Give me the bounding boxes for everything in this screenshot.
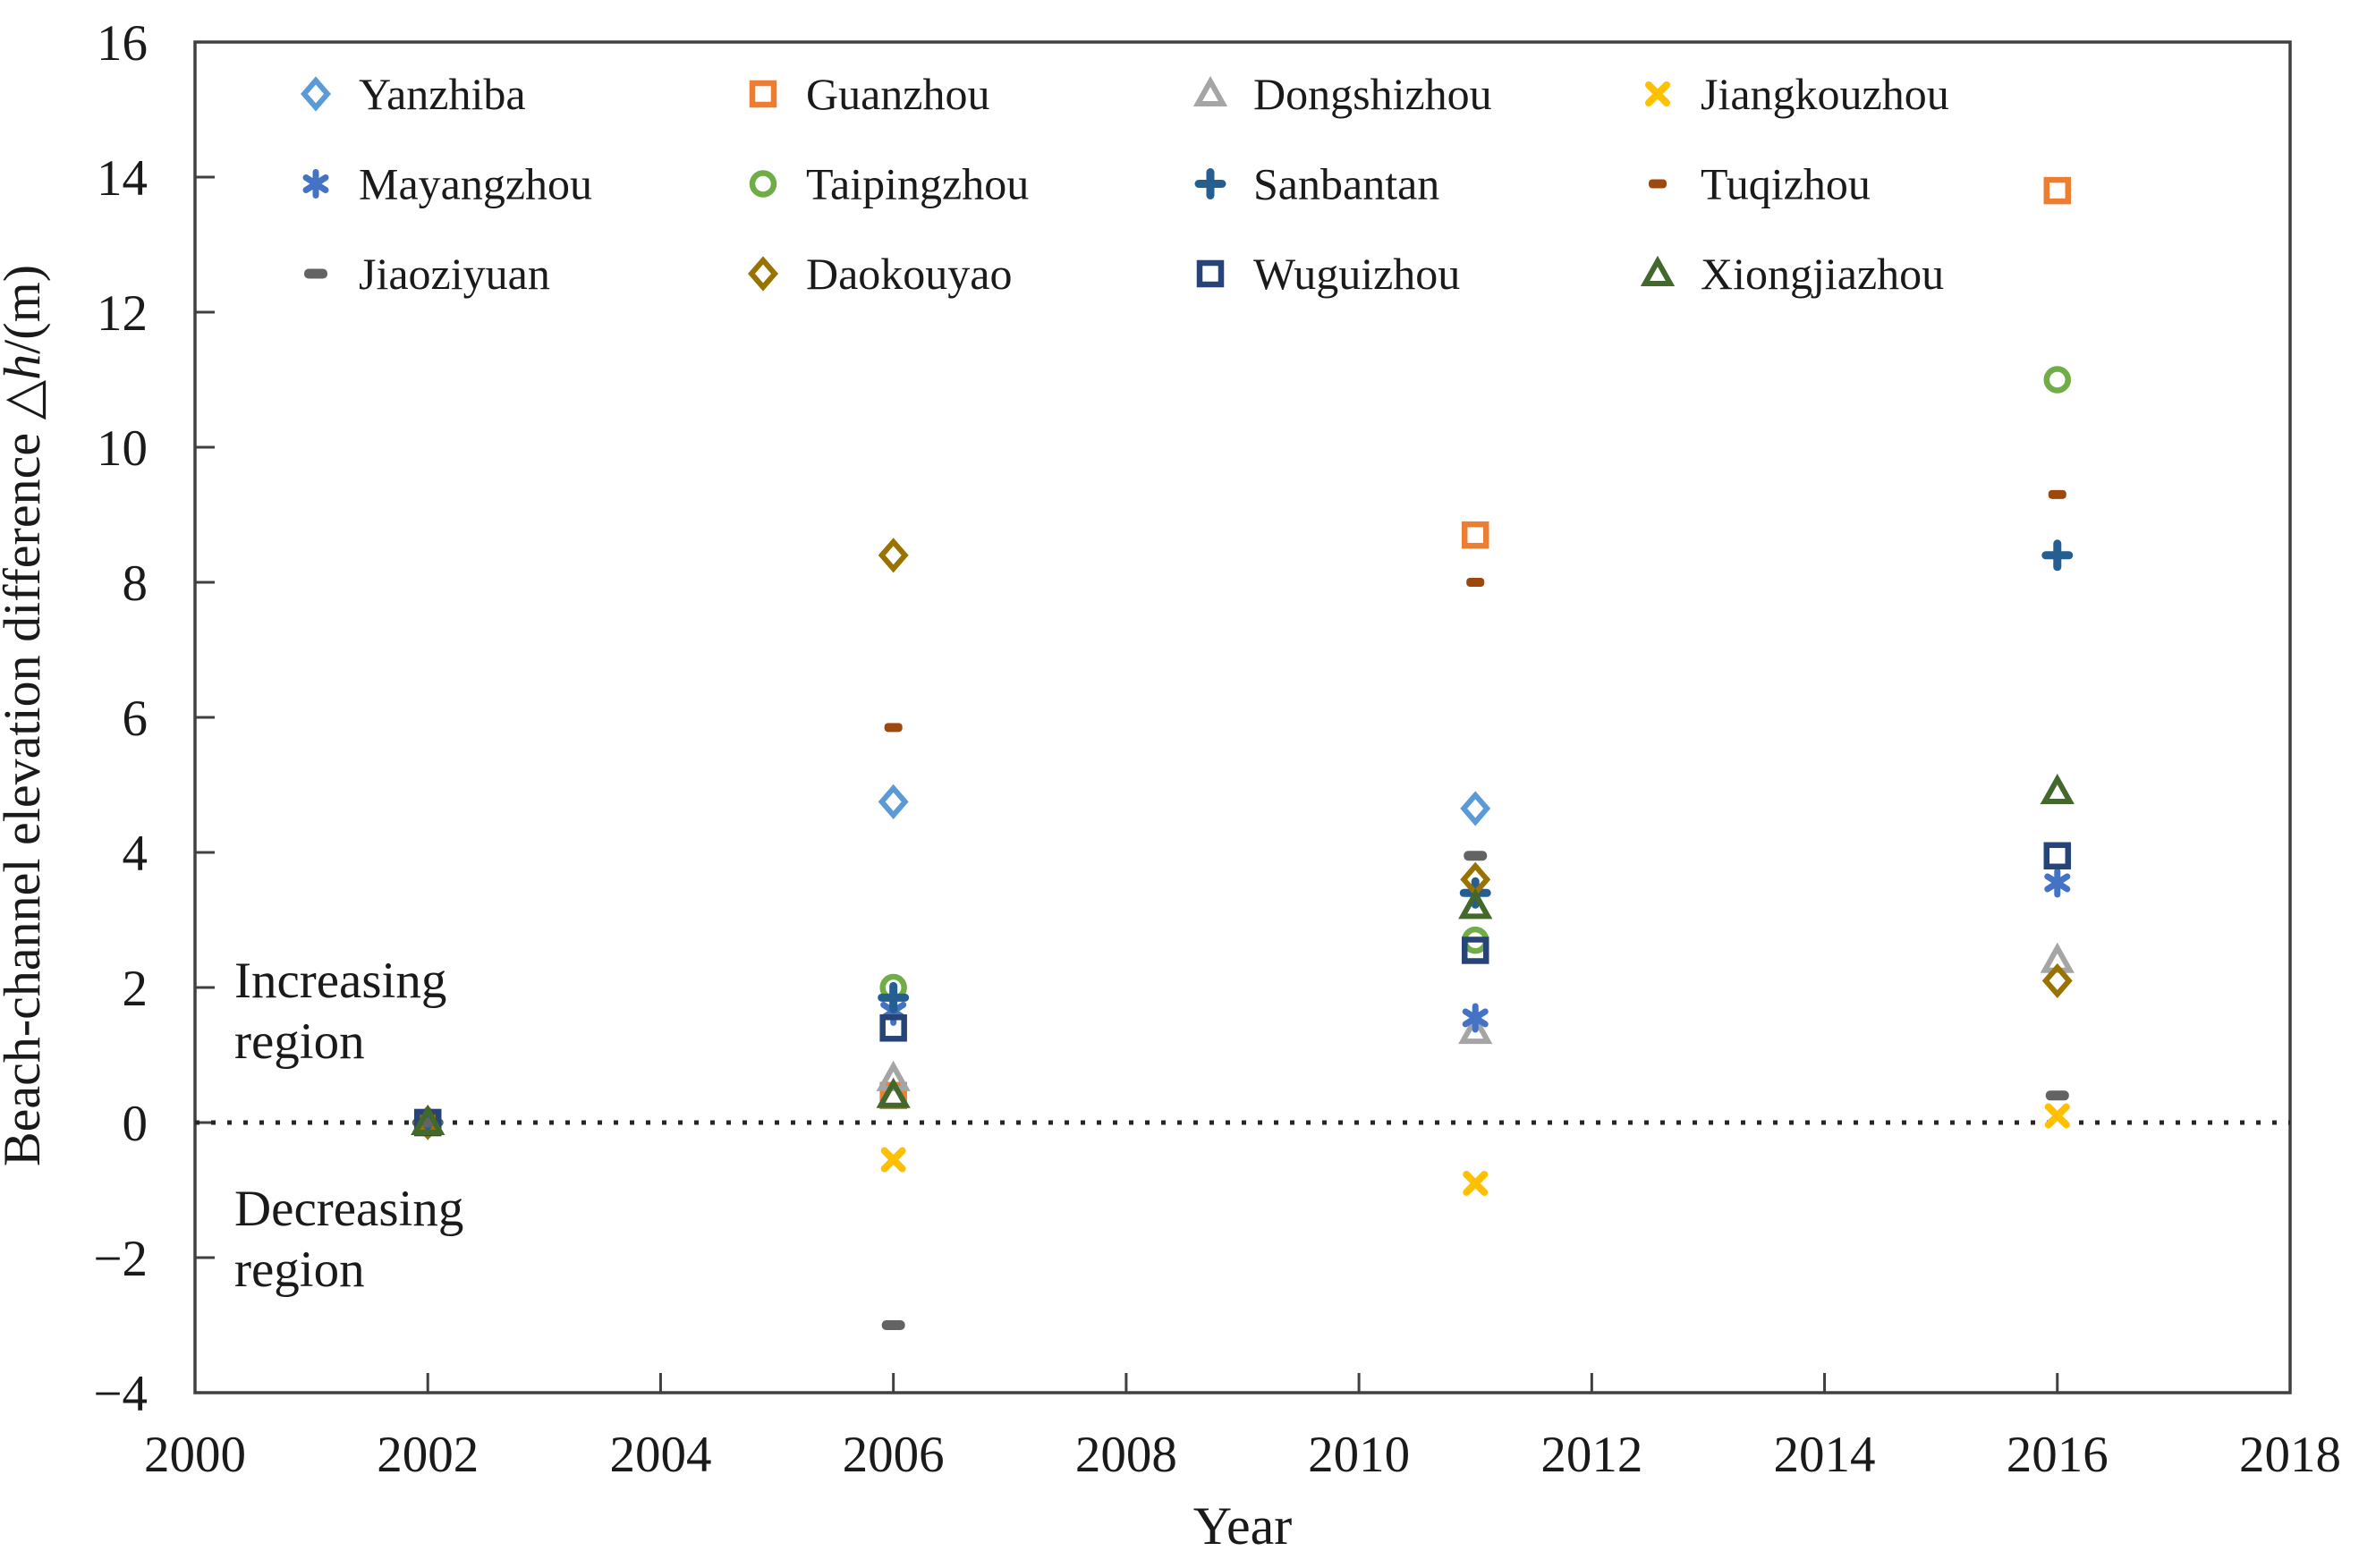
x-tick-label: 2018 (2239, 1427, 2341, 1483)
legend-item-tuqizhou: Tuqizhou (1649, 159, 1871, 209)
marker-xiongjiazhou-2011 (1458, 888, 1493, 920)
legend-label-xiongjiazhou: Xiongjiazhou (1701, 249, 1944, 299)
marker-mayangzhou-2011 (1462, 1003, 1489, 1033)
x-tick-label: 2008 (1075, 1427, 1177, 1483)
legend-marker-dongshizhou-icon (1192, 75, 1228, 106)
x-tick-label: 2004 (609, 1427, 711, 1483)
marker-wuguizhou-2011 (1461, 937, 1489, 964)
legend-item-mayangzhou: Mayangzhou (302, 159, 592, 209)
legend-label-yanzhiba: Yanzhiba (359, 69, 526, 119)
marker-jiangkouzhou-2006 (880, 1147, 906, 1173)
y-tick-label: 8 (123, 555, 148, 612)
marker-wuguizhou-2016 (2043, 842, 2072, 870)
legend-marker-tuqizhou-icon (1649, 179, 1667, 189)
decreasing-region-label-line2: region (234, 1242, 365, 1298)
legend-marker-xiongjiazhou-icon (1640, 255, 1676, 286)
y-tick-label: 16 (97, 15, 148, 72)
marker-xiongjiazhou-2006 (876, 1077, 911, 1108)
marker-taipingzhou-2016 (2043, 366, 2072, 394)
legend-label-taipingzhou: Taipingzhou (806, 159, 1029, 209)
y-tick-label: 4 (123, 826, 148, 882)
y-tick-label: 12 (97, 285, 148, 342)
legend-label-sanbantan: Sanbantan (1253, 159, 1439, 209)
legend-label-dongshizhou: Dongshizhou (1253, 69, 1492, 119)
legend-marker-guanzhou-icon (749, 80, 777, 108)
legend-item-wuguizhou: Wuguizhou (1196, 249, 1460, 299)
marker-xiongjiazhou-2002 (411, 1104, 445, 1135)
legend-marker-jiangkouzhou-icon (1645, 81, 1670, 106)
legend-item-guanzhou: Guanzhou (749, 69, 990, 119)
marker-sanbantan-2006 (878, 981, 910, 1013)
marker-tuqizhou-2011 (1466, 578, 1485, 587)
legend-label-tuqizhou: Tuqizhou (1701, 159, 1871, 209)
legend-item-dongshizhou: Dongshizhou (1192, 69, 1492, 119)
plot-frame (193, 40, 2292, 1394)
marker-jiangkouzhou-2016 (2044, 1103, 2070, 1129)
legend-label-daokouyao: Daokouyao (806, 249, 1013, 299)
decreasing-region-label-line1: Decreasing (234, 1181, 463, 1237)
legend-item-sanbantan: Sanbantan (1194, 159, 1439, 209)
marker-jiaoziyuan-2011 (1464, 851, 1488, 861)
x-tick-label: 2000 (144, 1427, 246, 1483)
x-tick-label: 2010 (1308, 1427, 1410, 1483)
marker-daokouyao-2006 (878, 538, 909, 573)
marker-jiaoziyuan-2016 (2045, 1090, 2069, 1101)
marker-guanzhou-2011 (1461, 521, 1489, 549)
legend-marker-wuguizhou-icon (1196, 259, 1225, 288)
increasing-region-label-line2: region (234, 1013, 365, 1070)
x-tick-label: 2012 (1540, 1427, 1642, 1483)
y-tick-label: 0 (123, 1096, 148, 1152)
y-tick-label: −2 (93, 1231, 148, 1287)
marker-guanzhou-2016 (2043, 176, 2072, 205)
y-tick-label: 14 (97, 150, 148, 207)
legend-item-taipingzhou: Taipingzhou (749, 159, 1029, 209)
legend-item-daokouyao: Daokouyao (748, 249, 1013, 299)
legend-label-jiangkouzhou: Jiangkouzhou (1701, 69, 1949, 119)
marker-sanbantan-2016 (2041, 539, 2074, 572)
marker-yanzhiba-2006 (878, 784, 909, 819)
marker-daokouyao-2016 (2041, 962, 2073, 999)
marker-xiongjiazhou-2016 (2040, 773, 2075, 805)
marker-yanzhiba-2011 (1460, 791, 1491, 826)
y-tick-label: −4 (93, 1366, 148, 1422)
legend-item-xiongjiazhou: Xiongjiazhou (1640, 249, 1944, 299)
marker-jiangkouzhou-2011 (1463, 1170, 1489, 1196)
legend-label-mayangzhou: Mayangzhou (359, 159, 592, 209)
x-tick-label: 2002 (377, 1427, 479, 1483)
marker-tuqizhou-2016 (2048, 489, 2066, 499)
x-axis-title: Year (1193, 1496, 1293, 1555)
x-tick-label: 2016 (2007, 1427, 2109, 1483)
marker-mayangzhou-2016 (2044, 868, 2071, 898)
x-tick-label: 2006 (843, 1427, 945, 1483)
y-tick-label: 10 (97, 420, 148, 477)
y-tick-label: 2 (123, 961, 148, 1017)
marker-wuguizhou-2006 (879, 1014, 907, 1042)
legend-marker-taipingzhou-icon (749, 170, 777, 198)
legend-marker-yanzhiba-icon (301, 76, 331, 112)
marker-dongshizhou-2011 (1458, 1013, 1493, 1045)
y-axis-title: Beach-channel elevation difference △h/(m… (0, 265, 51, 1166)
legend-marker-daokouyao-icon (748, 256, 778, 292)
marker-jiaoziyuan-2006 (881, 1320, 905, 1330)
legend-label-jiaoziyuan: Jiaoziyuan (359, 249, 550, 299)
legend-item-jiaoziyuan: Jiaoziyuan (304, 249, 550, 299)
legend-label-guanzhou: Guanzhou (806, 69, 990, 119)
marker-tuqizhou-2006 (884, 723, 903, 733)
legend-item-yanzhiba: Yanzhiba (301, 69, 526, 119)
legend-marker-sanbantan-icon (1194, 168, 1226, 199)
legend-item-jiangkouzhou: Jiangkouzhou (1645, 69, 1949, 119)
legend-marker-jiaoziyuan-icon (304, 268, 327, 279)
x-tick-label: 2014 (1774, 1427, 1876, 1483)
y-tick-label: 6 (123, 691, 148, 747)
legend-label-wuguizhou: Wuguizhou (1253, 249, 1460, 299)
legend-marker-mayangzhou-icon (302, 169, 329, 199)
increasing-region-label-line1: Increasing (234, 953, 446, 1009)
